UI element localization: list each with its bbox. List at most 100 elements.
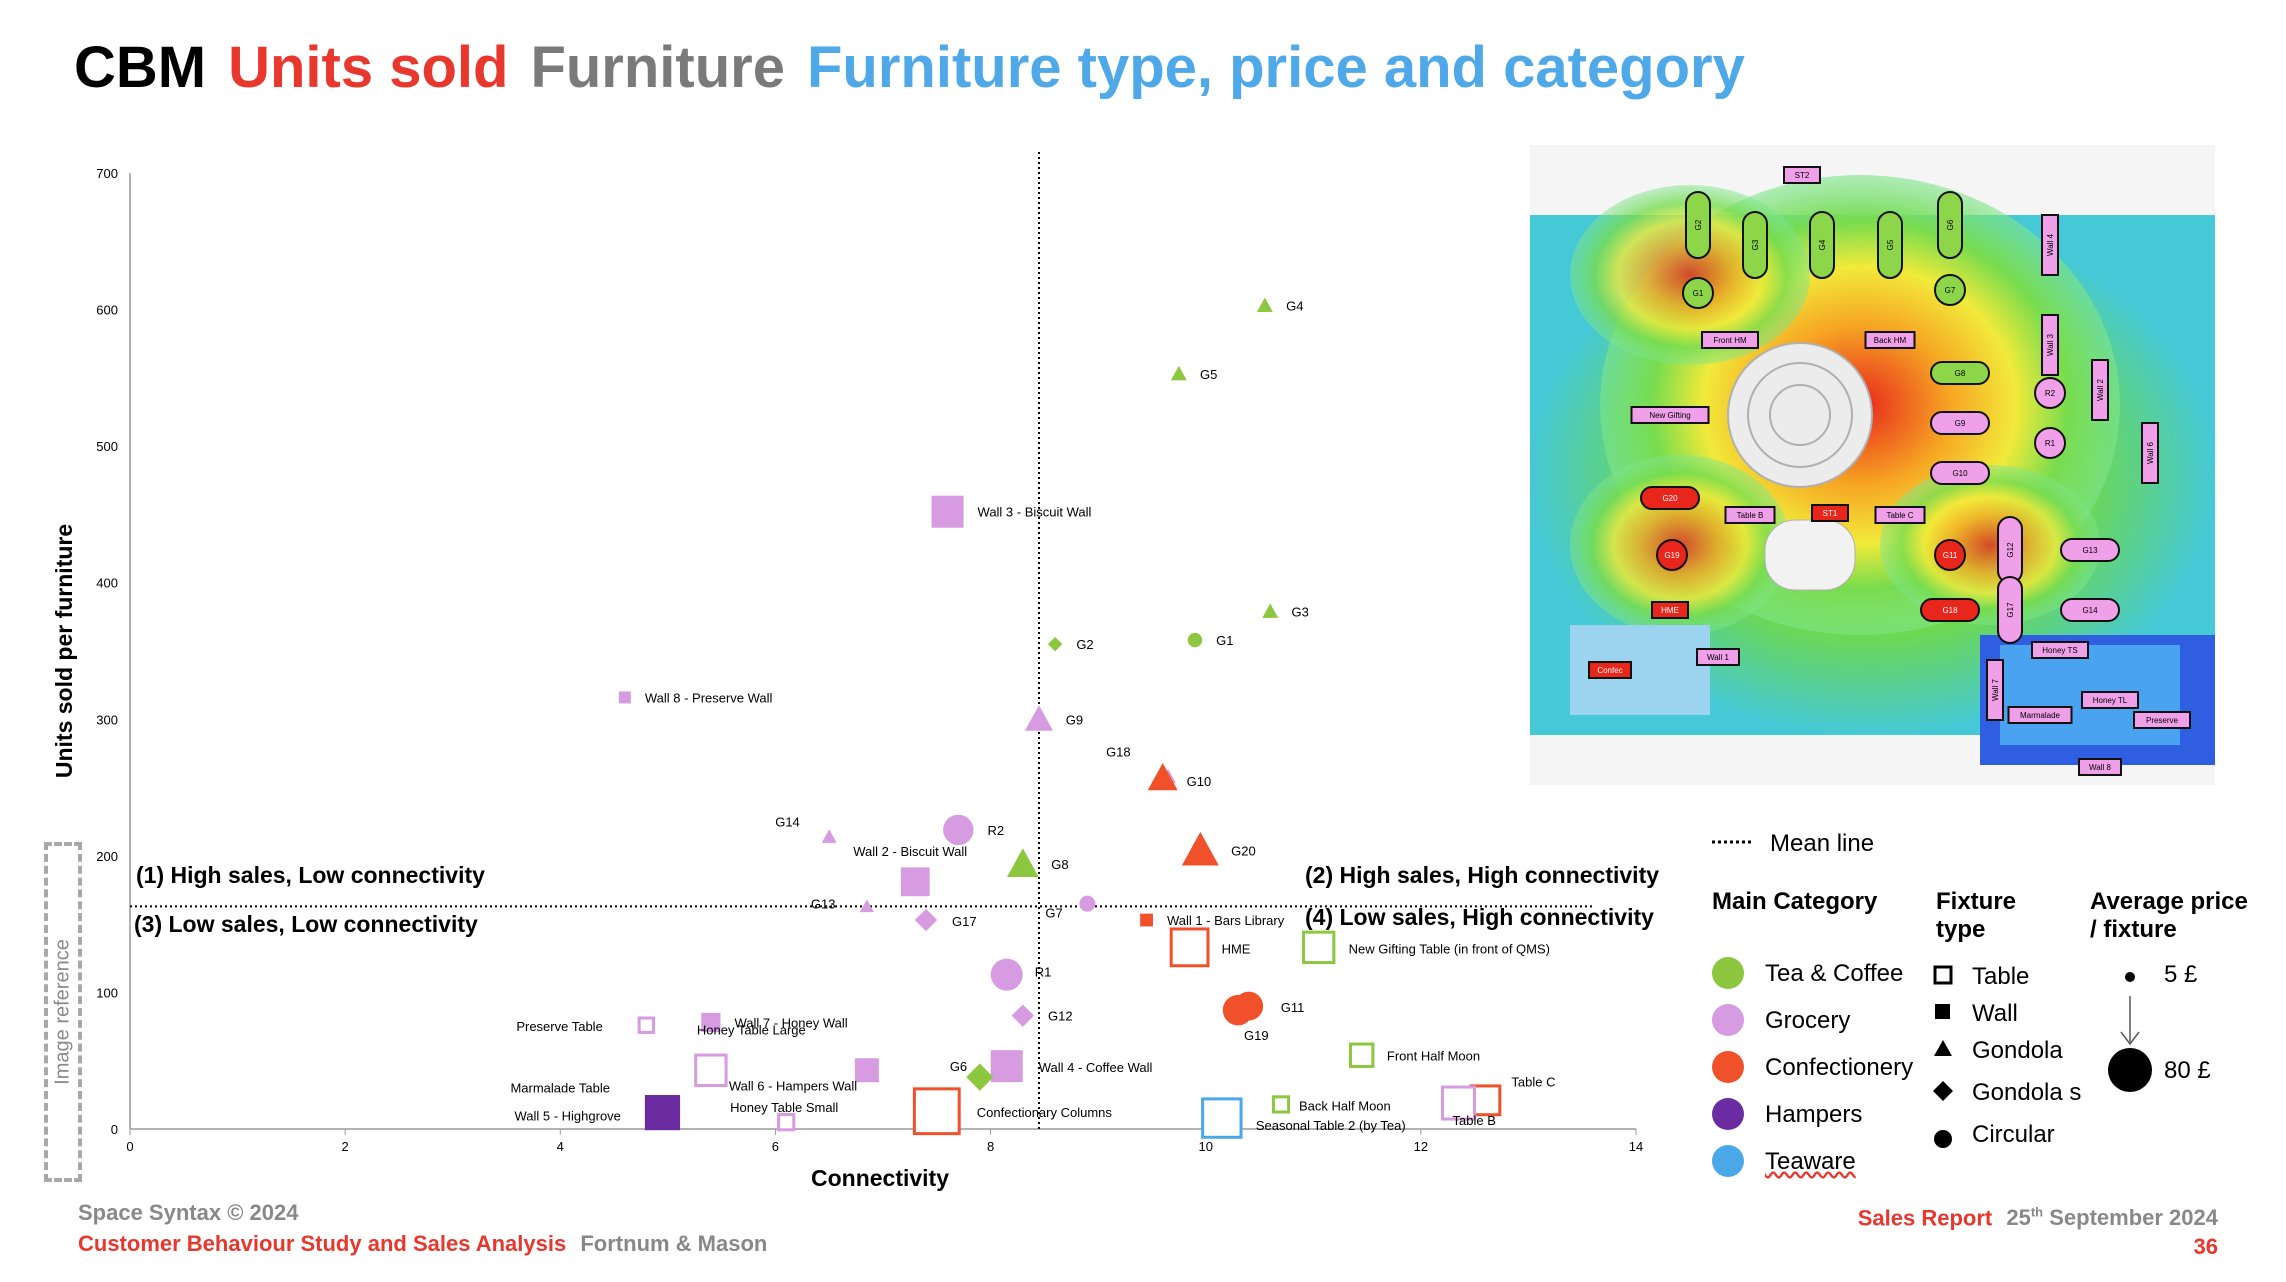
map-fixture-label: G17	[2006, 602, 2015, 618]
map-fixture	[1937, 191, 1963, 259]
map-fixture-label: R1	[2045, 439, 2056, 448]
point-label: Wall 8 - Preserve Wall	[645, 690, 773, 705]
floor-plan-heatmap: ST2 G2 G3 G4 G5 G6 G7 Wall 4 G1 Front HM Back HM Wa…	[1530, 145, 2215, 785]
point-Wall 3 - Biscuit Wall	[931, 495, 964, 528]
point-G10	[1147, 763, 1178, 791]
point-label: New Gifting Table (in front of QMS)	[1349, 941, 1550, 956]
point-G17	[914, 908, 938, 932]
diamond-icon	[1933, 1081, 1953, 1101]
legend-category-hampers: Hampers	[1765, 1101, 1863, 1128]
legend-mean-line: Mean line	[1770, 830, 1875, 857]
map-fixture	[2060, 538, 2120, 562]
point-Confectionary Columns	[912, 1087, 961, 1136]
quadrant-1-label: (1) High sales, Low connectivity	[136, 862, 485, 888]
point-label: Wall 1 - Bars Library	[1167, 913, 1285, 928]
point-label: Honey Table Large	[697, 1022, 806, 1037]
map-fixture	[1588, 661, 1632, 679]
point-G14	[821, 829, 837, 843]
footer-date-rest: September 2024	[2049, 1205, 2218, 1231]
map-fixture-label: Wall 3	[2046, 333, 2055, 355]
point-label: Confectionary Columns	[977, 1105, 1113, 1120]
point-G7	[1079, 895, 1096, 912]
filled-square-icon	[1935, 1004, 1950, 1019]
footer-page-number: 36	[2193, 1234, 2218, 1259]
map-fixture-label: ST1	[1823, 509, 1838, 518]
image-reference-label: Image reference	[51, 939, 74, 1085]
legend-color-swatch	[1712, 1098, 1744, 1130]
point-Wall 7 - Honey Wall	[701, 1012, 721, 1033]
point-G9	[1024, 705, 1054, 731]
x-tick-label: 10	[1198, 1139, 1212, 1154]
map-fixture	[1630, 406, 1710, 424]
map-fixture-label: G14	[2082, 606, 2098, 615]
legend-category-grocery: Grocery	[1765, 1007, 1851, 1034]
map-fixture-label: Wall 6	[2146, 441, 2155, 463]
point-label: G13	[811, 896, 836, 911]
map-fixture-label: G2	[1694, 219, 1703, 230]
point-label: G3	[1291, 604, 1308, 619]
y-tick-label: 0	[111, 1122, 118, 1137]
point-label: Front Half Moon	[1387, 1048, 1480, 1063]
map-fixture	[1701, 331, 1759, 349]
map-fixture-label: G9	[1955, 419, 1966, 428]
x-tick-label: 0	[126, 1139, 133, 1154]
map-fixture-label: G11	[1943, 551, 1958, 560]
map-fixture	[2141, 422, 2159, 484]
map-fixture-label: Honey TL	[2093, 696, 2128, 705]
point-G19	[1222, 994, 1254, 1026]
footer-study-line: Customer Behaviour Study and Sales Analy…	[78, 1231, 767, 1257]
fixture-header-line2: type	[1936, 916, 1986, 943]
mean-line-icon	[1712, 840, 1754, 844]
legend-color-swatch	[1712, 1004, 1744, 1036]
footer-report: Sales Report	[1857, 1205, 1993, 1231]
point-Wall 8 - Preserve Wall	[618, 691, 631, 704]
point-Honey Table Large	[694, 1053, 728, 1087]
legend-price-header: Average price / fixture	[2090, 888, 2248, 944]
point-G6	[966, 1063, 994, 1091]
point-label: Table C	[1511, 1074, 1555, 1089]
map-fixture	[1934, 274, 1966, 306]
map-fixture-label: Confec	[1597, 666, 1622, 675]
point-Front Half Moon	[1348, 1042, 1375, 1068]
legend-color-swatch	[1712, 1051, 1744, 1083]
point-G3	[1262, 603, 1279, 618]
map-fixture-label: R2	[2045, 389, 2056, 398]
map-fixture	[1656, 539, 1688, 571]
map-fixture-label: G6	[1946, 219, 1955, 230]
map-fixture	[2041, 214, 2059, 276]
point-G4	[1256, 297, 1273, 312]
legend-price-small: 5 £	[2164, 961, 2198, 988]
map-fixture	[2007, 706, 2073, 724]
point-G2	[1047, 636, 1063, 652]
legend-fixture-header: Fixture type	[1936, 888, 2016, 944]
map-fixture-label: Wall 4	[2046, 233, 2055, 255]
map-fixture-label: G4	[1818, 239, 1827, 250]
map-fixture	[1809, 211, 1835, 279]
page-title: CBM Units sold Furniture Furniture type, pr…	[74, 34, 1767, 101]
price-header-line1: Average price	[2090, 888, 2248, 915]
map-fixture-label: Marmalade	[2020, 711, 2061, 720]
triangle-icon	[1934, 1040, 1952, 1056]
map-fixture	[2081, 691, 2139, 709]
map-fixture	[1920, 598, 1980, 622]
point-Honey Table Small	[777, 1113, 796, 1132]
title-furniture-type: Furniture type, price and category	[806, 35, 1745, 100]
legend-price-large: 80 £	[2164, 1057, 2211, 1084]
floor-plan-svg: ST2 G2 G3 G4 G5 G6 G7 Wall 4 G1 Front HM Back HM Wa…	[1530, 145, 2215, 785]
map-fixture-label: G8	[1955, 369, 1966, 378]
point-label: G9	[1066, 712, 1083, 727]
map-fixture-label: Table B	[1737, 511, 1764, 520]
legend-fixture-gondola: Gondola	[1972, 1037, 2063, 1064]
legend-fixture-gondola-s: Gondola s	[1972, 1079, 2082, 1106]
footer-date-suffix: th	[2030, 1205, 2044, 1220]
point-label-wall-5: Wall 5 - Highgrove	[514, 1109, 620, 1124]
map-fixture-label: G13	[2082, 546, 2098, 555]
x-tick-label: 4	[557, 1139, 564, 1154]
map-fixture	[1696, 648, 1740, 666]
large-price-dot	[2108, 1048, 2152, 1092]
point-label: R1	[1035, 965, 1052, 980]
map-fixture	[1742, 211, 1768, 279]
fixture-icons	[1933, 965, 1953, 1148]
y-tick-label: 600	[96, 303, 118, 318]
point-label: G20	[1231, 843, 1256, 858]
